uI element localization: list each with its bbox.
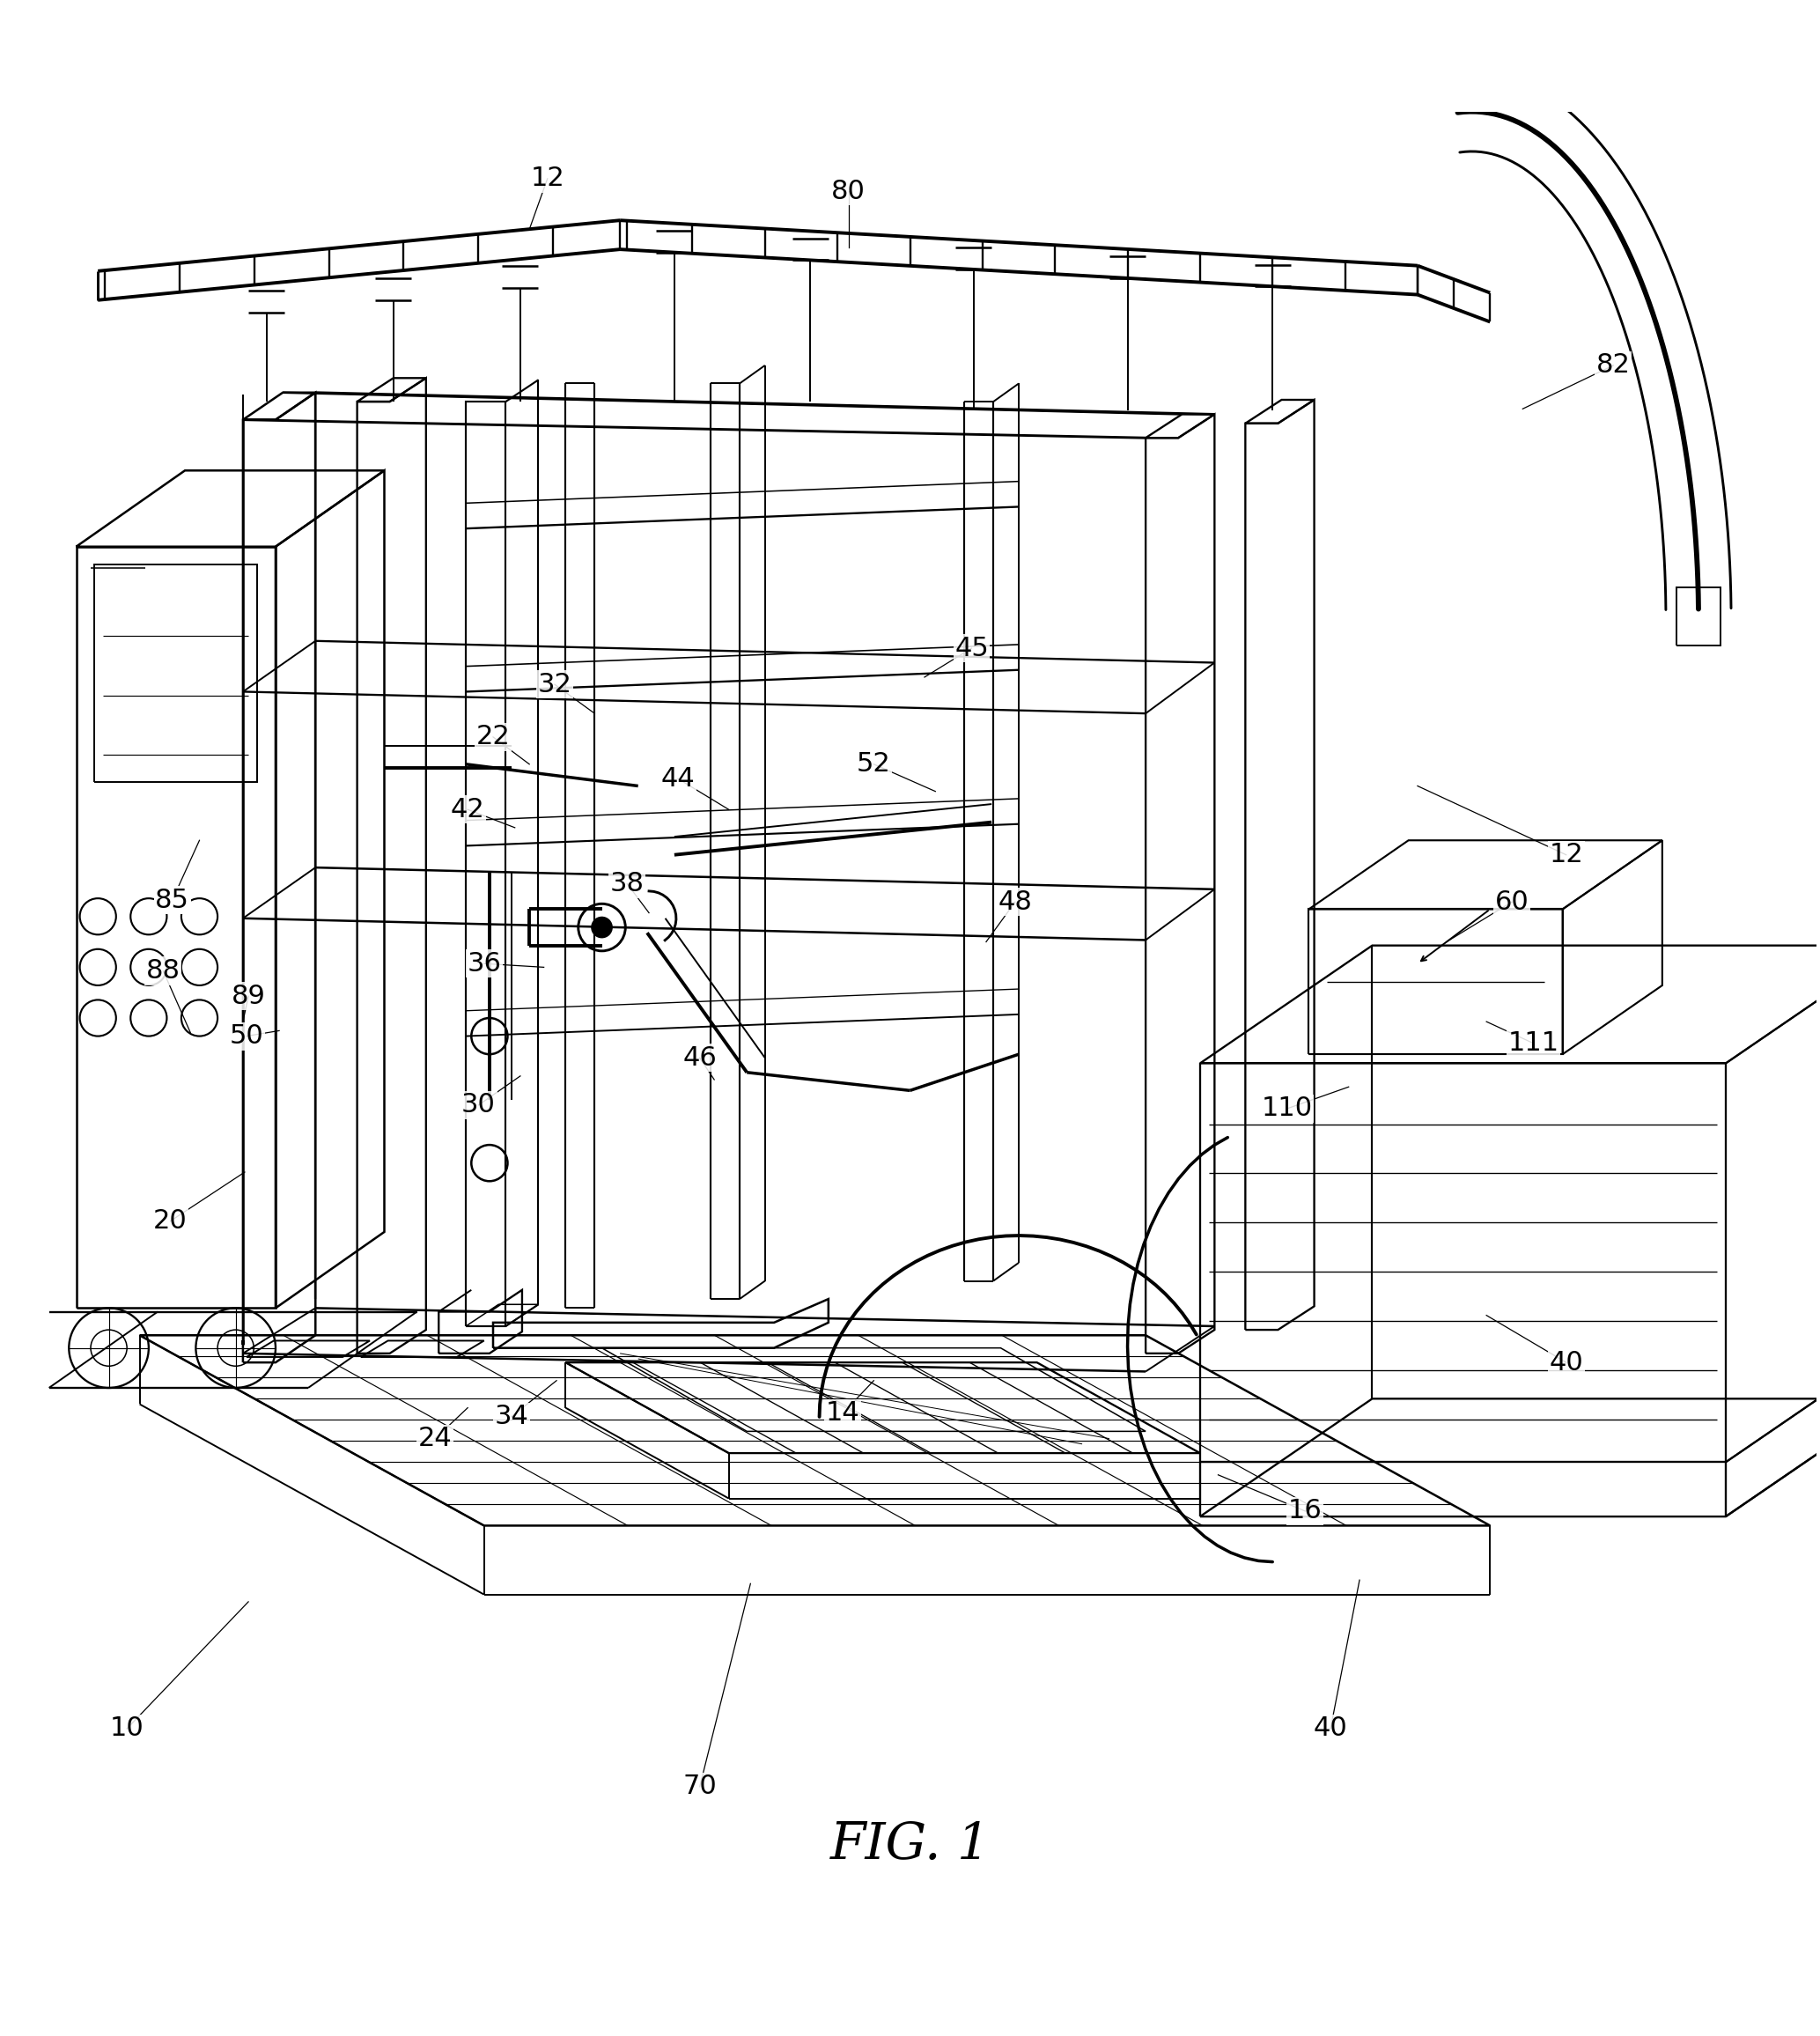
Text: 85: 85 [155, 888, 189, 912]
Text: 34: 34 [493, 1405, 528, 1429]
Text: 30: 30 [462, 1091, 495, 1118]
Text: 46: 46 [682, 1044, 717, 1071]
Text: 12: 12 [530, 165, 564, 191]
Text: 12: 12 [1549, 843, 1583, 867]
Text: 48: 48 [997, 890, 1032, 914]
Text: 22: 22 [477, 725, 510, 749]
Text: 32: 32 [537, 672, 571, 696]
Text: 89: 89 [231, 983, 266, 1010]
Circle shape [592, 916, 613, 939]
Text: 45: 45 [954, 635, 988, 662]
Text: 85: 85 [155, 888, 189, 912]
Text: 70: 70 [682, 1773, 717, 1800]
Text: 60: 60 [1494, 890, 1529, 914]
Text: 88: 88 [146, 959, 180, 983]
Text: 38: 38 [610, 871, 644, 896]
Text: 40: 40 [1314, 1716, 1347, 1741]
Text: 36: 36 [468, 951, 501, 977]
Text: 111: 111 [1509, 1030, 1560, 1057]
Text: 14: 14 [826, 1401, 861, 1425]
Text: FIG. 1: FIG. 1 [830, 1820, 990, 1869]
Text: 42: 42 [451, 796, 484, 823]
Text: 40: 40 [1549, 1350, 1583, 1374]
Text: 80: 80 [832, 179, 866, 204]
Text: 24: 24 [419, 1425, 451, 1452]
Text: 20: 20 [153, 1207, 187, 1234]
Text: 16: 16 [1289, 1498, 1321, 1523]
Text: 44: 44 [661, 766, 695, 792]
Text: 50: 50 [229, 1024, 264, 1049]
Text: 82: 82 [1596, 352, 1631, 379]
Text: 110: 110 [1261, 1095, 1312, 1122]
Text: 52: 52 [857, 751, 890, 778]
Text: 10: 10 [109, 1716, 144, 1741]
